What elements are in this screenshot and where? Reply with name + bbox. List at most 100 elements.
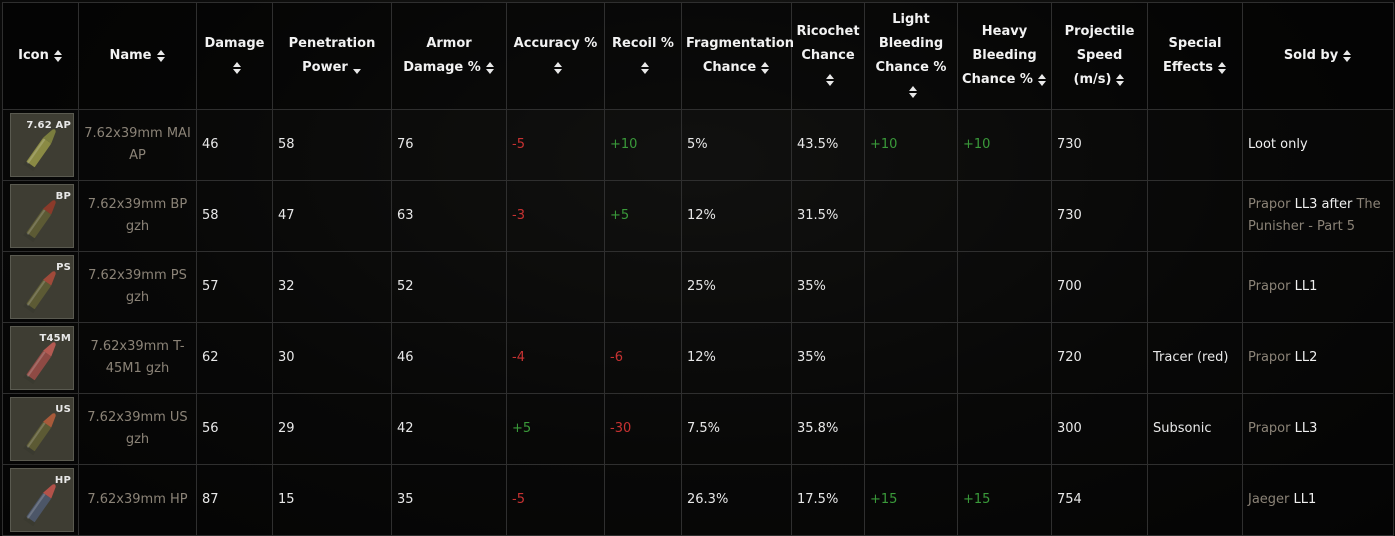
trader-link[interactable]: Prapor xyxy=(1248,197,1291,212)
damage-cell: 58 xyxy=(196,180,273,252)
ricochet-cell: 17.5% xyxy=(791,464,865,536)
ammo-cartridge-icon: BP xyxy=(10,184,74,248)
projectile-speed-cell: 730 xyxy=(1051,180,1148,252)
column-header-icon[interactable]: Icon xyxy=(2,2,79,110)
column-header-damage[interactable]: Damage xyxy=(196,2,273,110)
penetration-cell: 47 xyxy=(272,180,392,252)
column-header-recoil[interactable]: Recoil % xyxy=(604,2,682,110)
column-header-label: Name xyxy=(109,48,152,63)
recoil-cell xyxy=(604,464,682,536)
quest-link[interactable]: The Punisher - Part 5 xyxy=(1248,197,1381,234)
column-header-label: Light Bleeding Chance % xyxy=(875,12,947,75)
column-header-special-effects[interactable]: Special Effects xyxy=(1147,2,1243,110)
trader-link[interactable]: Prapor xyxy=(1248,350,1291,365)
sort-arrows-icon[interactable] xyxy=(156,49,166,63)
sort-arrows-icon[interactable] xyxy=(640,61,650,75)
ammo-name-link[interactable]: 7.62x39mm BP gzh xyxy=(78,180,197,252)
sort-arrows-icon[interactable] xyxy=(908,85,918,99)
penetration-cell: 30 xyxy=(272,322,392,394)
sort-arrows-icon[interactable] xyxy=(1115,73,1125,87)
light-bleeding-cell xyxy=(864,322,958,394)
sort-arrows-icon[interactable] xyxy=(232,61,242,75)
ammo-name-link[interactable]: 7.62x39mm US gzh xyxy=(78,393,197,465)
accuracy-cell xyxy=(506,251,605,323)
sort-arrows-icon[interactable] xyxy=(485,61,495,75)
projectile-speed-cell: 754 xyxy=(1051,464,1148,536)
column-header-label: Penetration Power xyxy=(288,36,376,75)
column-header-name[interactable]: Name xyxy=(78,2,197,110)
column-header-ricochet-chance[interactable]: Ricochet Chance xyxy=(791,2,865,110)
trader-link[interactable]: Jaeger xyxy=(1248,492,1290,507)
sold-by-cell: Loot only xyxy=(1242,109,1394,181)
column-header-penetration-power[interactable]: Penetration Power xyxy=(272,2,392,110)
light-bleeding-cell xyxy=(864,393,958,465)
column-header-label: Armor Damage % xyxy=(403,36,481,75)
heavy-bleeding-cell xyxy=(957,393,1052,465)
column-header-armor-damage[interactable]: Armor Damage % xyxy=(391,2,507,110)
penetration-cell: 32 xyxy=(272,251,392,323)
penetration-cell: 29 xyxy=(272,393,392,465)
heavy-bleeding-cell: +15 xyxy=(957,464,1052,536)
sold-by-cell: Prapor LL2 xyxy=(1242,322,1394,394)
ricochet-cell: 31.5% xyxy=(791,180,865,252)
recoil-cell: +10 xyxy=(604,109,682,181)
column-header-fragmentation-chance[interactable]: Fragmentation Chance xyxy=(681,2,794,110)
sort-arrows-icon[interactable] xyxy=(553,61,563,75)
icon-cell: HP xyxy=(2,464,79,536)
special-effects-cell: Subsonic xyxy=(1147,393,1243,465)
ammo-name-link[interactable]: 7.62x39mm HP xyxy=(78,464,197,536)
loyalty-level: LL3 xyxy=(1294,197,1318,212)
special-effects-cell xyxy=(1147,109,1243,181)
trader-link[interactable]: Prapor xyxy=(1248,279,1291,294)
icon-cell: BP xyxy=(2,180,79,252)
light-bleeding-cell: +10 xyxy=(864,109,958,181)
loyalty-level: LL1 xyxy=(1294,279,1318,294)
ammo-name-link[interactable]: 7.62x39mm PS gzh xyxy=(78,251,197,323)
projectile-speed-cell: 720 xyxy=(1051,322,1148,394)
table-body: 7.62 AP 7.62x39mm MAI AP 46 58 76 -5 +10 5% 43.5… xyxy=(2,109,1394,536)
table-row: T45M 7.62x39mm T-45M1 gzh 62 30 46 -4 -6 12% 35%… xyxy=(2,322,1394,394)
sort-arrows-icon[interactable] xyxy=(352,61,362,75)
ammo-tag: T45M xyxy=(39,333,71,344)
special-effects-cell xyxy=(1147,464,1243,536)
armor-damage-cell: 52 xyxy=(391,251,507,323)
sort-arrows-icon[interactable] xyxy=(760,61,770,75)
sort-arrows-icon[interactable] xyxy=(1217,61,1227,75)
accuracy-cell: -5 xyxy=(506,109,605,181)
damage-cell: 46 xyxy=(196,109,273,181)
column-header-accuracy[interactable]: Accuracy % xyxy=(506,2,605,110)
light-bleeding-cell xyxy=(864,180,958,252)
ammo-name-link[interactable]: 7.62x39mm T-45M1 gzh xyxy=(78,322,197,394)
column-header-light-bleeding-chance[interactable]: Light Bleeding Chance % xyxy=(864,2,958,110)
ammo-tag: US xyxy=(55,404,71,415)
table-row: PS 7.62x39mm PS gzh 57 32 52 25% 35% 700 Prapor … xyxy=(2,251,1394,323)
trader-link[interactable]: Prapor xyxy=(1248,421,1291,436)
ammo-cartridge-icon: 7.62 AP xyxy=(10,113,74,177)
heavy-bleeding-cell xyxy=(957,322,1052,394)
sold-by-text: Loot only xyxy=(1248,137,1308,152)
sold-by-cell: Prapor LL1 xyxy=(1242,251,1394,323)
column-header-label: Fragmentation Chance xyxy=(686,36,794,75)
ammo-name-link[interactable]: 7.62x39mm MAI AP xyxy=(78,109,197,181)
armor-damage-cell: 35 xyxy=(391,464,507,536)
column-header-sold-by[interactable]: Sold by xyxy=(1242,2,1394,110)
sort-arrows-icon[interactable] xyxy=(1342,49,1352,63)
special-effects-cell xyxy=(1147,251,1243,323)
table-row: 7.62 AP 7.62x39mm MAI AP 46 58 76 -5 +10 5% 43.5… xyxy=(2,109,1394,181)
fragmentation-cell: 12% xyxy=(681,322,792,394)
column-header-heavy-bleeding-chance[interactable]: Heavy Bleeding Chance % xyxy=(957,2,1052,110)
heavy-bleeding-cell xyxy=(957,251,1052,323)
sort-arrows-icon[interactable] xyxy=(53,49,63,63)
ricochet-cell: 43.5% xyxy=(791,109,865,181)
sold-by-cell: Jaeger LL1 xyxy=(1242,464,1394,536)
column-header-projectile-speed[interactable]: Projectile Speed (m/s) xyxy=(1051,2,1148,110)
ricochet-cell: 35.8% xyxy=(791,393,865,465)
ricochet-cell: 35% xyxy=(791,322,865,394)
ammo-tag: PS xyxy=(56,262,71,273)
sort-arrows-icon[interactable] xyxy=(1037,73,1047,87)
fragmentation-cell: 7.5% xyxy=(681,393,792,465)
sort-arrows-icon[interactable] xyxy=(825,73,835,87)
fragmentation-cell: 25% xyxy=(681,251,792,323)
penetration-cell: 15 xyxy=(272,464,392,536)
column-header-label: Accuracy % xyxy=(513,36,598,51)
